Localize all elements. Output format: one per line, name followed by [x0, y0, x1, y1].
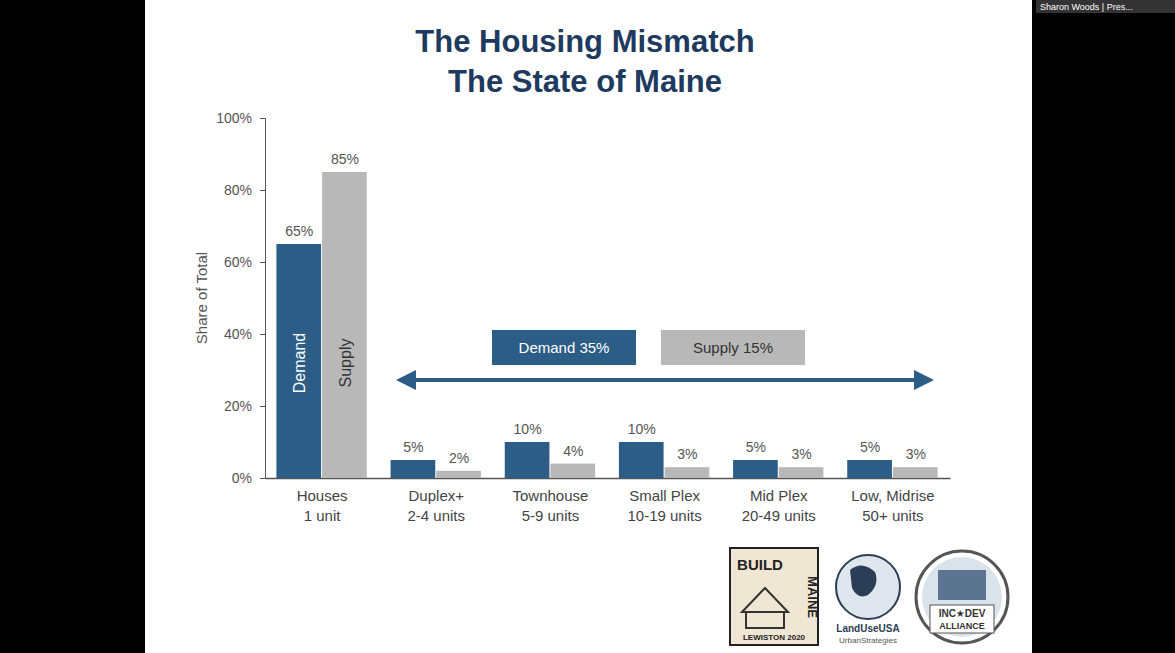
y-tick-label: 40% [224, 326, 252, 342]
logo-globe-land [850, 565, 876, 596]
x-tick-label: Small Plex10-19 units [627, 487, 701, 524]
logo-house [742, 588, 788, 628]
y-tick-mark [260, 190, 265, 191]
y-tick-label: 20% [224, 398, 252, 414]
y-tick-mark [260, 478, 265, 479]
y-axis-line [260, 119, 266, 479]
background [0, 0, 1175, 653]
data-label: 3% [906, 446, 926, 462]
bar [276, 244, 321, 478]
bar [391, 460, 436, 478]
logo-text: INC★DEV [939, 608, 986, 619]
chart-title: The Housing Mismatch [415, 24, 754, 59]
series-name: Supply [337, 339, 354, 388]
data-label: 3% [677, 446, 697, 462]
bar [619, 442, 664, 478]
logo-incdev-banner [930, 605, 994, 633]
data-label: 4% [563, 443, 583, 459]
data-label: 65% [285, 223, 313, 239]
x-tick-label: Houses1 unit [297, 487, 348, 524]
logo-text: BUILD [737, 556, 783, 573]
y-tick: 100% [216, 110, 265, 126]
slide [145, 0, 1032, 653]
logo-build-maine [730, 548, 818, 645]
data-label: 2% [449, 450, 469, 466]
annotation-box [661, 330, 805, 365]
x-tick: Duplex+2-4 units [407, 487, 465, 524]
y-axis-title: Share of Total [193, 252, 210, 344]
x-tick: Small Plex10-19 units [627, 487, 701, 524]
annotation-text: Demand 35% [519, 339, 610, 356]
x-axis: Houses1 unit Duplex+2-4 units Townhouse5-9… [266, 479, 951, 524]
chart-subtitle: The State of Maine [448, 64, 722, 99]
y-tick-mark [260, 262, 265, 263]
y-tick-mark [260, 406, 265, 407]
logo-incdev-inner [922, 557, 1002, 637]
bar [779, 467, 824, 478]
bar [436, 471, 481, 478]
series-names: Demand Supply [291, 333, 354, 393]
data-label: 10% [514, 421, 542, 437]
y-tick: 0% [232, 470, 265, 486]
bars [276, 172, 937, 478]
data-label: 85% [331, 151, 359, 167]
x-tick: Houses1 unit [297, 487, 348, 524]
data-label: 5% [860, 439, 880, 455]
bar [665, 467, 710, 478]
y-axis: 0% 20% 40% 60% 80% 100% [216, 110, 265, 486]
bar [893, 467, 938, 478]
y-tick-label: 0% [232, 470, 252, 486]
x-tick-label: Mid Plex20-49 units [742, 487, 816, 524]
data-labels: 65% 5% 10% 10% 5% 5% 85% 2% 4% 3% 3% 3% [285, 151, 926, 466]
presenter-name: Sharon Woods | Pres... [1040, 2, 1133, 12]
x-tick-label: Low, Midrise50+ units [851, 487, 934, 524]
x-tick: Mid Plex20-49 units [742, 487, 816, 524]
y-tick: 40% [224, 326, 265, 342]
data-label: 5% [746, 439, 766, 455]
y-tick-mark [260, 118, 265, 119]
bar [847, 460, 892, 478]
y-tick: 60% [224, 254, 265, 270]
data-label: 10% [628, 421, 656, 437]
logo-text: MAINE [805, 576, 820, 618]
x-tick: Townhouse5-9 units [512, 487, 588, 524]
logo-text: LEWISTON 2020 [743, 633, 806, 642]
y-tick: 80% [224, 182, 265, 198]
y-tick-label: 80% [224, 182, 252, 198]
annotation-box [492, 330, 636, 365]
x-tick-label: Townhouse5-9 units [512, 487, 588, 524]
y-tick: 20% [224, 398, 265, 414]
y-tick-label: 100% [216, 110, 252, 126]
presenter-bar [1036, 0, 1175, 13]
annotation-text: Supply 15% [693, 339, 773, 356]
y-tick-label: 60% [224, 254, 252, 270]
logo-incdev [916, 551, 1008, 643]
bar [505, 442, 550, 478]
series-name: Demand [291, 333, 308, 393]
x-tick-label: Duplex+2-4 units [407, 487, 465, 524]
data-label: 3% [791, 446, 811, 462]
annotations: Demand 35% Supply 15% [400, 330, 930, 380]
logos: BUILD MAINE LEWISTON 2020 LandUseUSA UrbanSt… [730, 548, 1008, 645]
bar [322, 172, 367, 478]
logo-text: ALLIANCE [939, 621, 985, 631]
logo-text: UrbanStrategies [839, 636, 897, 645]
y-tick-mark [260, 334, 265, 335]
data-label: 5% [403, 439, 423, 455]
arrow [400, 378, 930, 382]
logo-text: LandUseUSA [836, 623, 899, 634]
x-tick: Low, Midrise50+ units [851, 487, 934, 524]
screen: Sharon Woods | Pres... The Housing Mismat… [0, 0, 1175, 653]
bar [733, 460, 778, 478]
logo-incdev-building [938, 570, 986, 600]
bar [550, 464, 595, 478]
logo-globe [836, 555, 900, 619]
